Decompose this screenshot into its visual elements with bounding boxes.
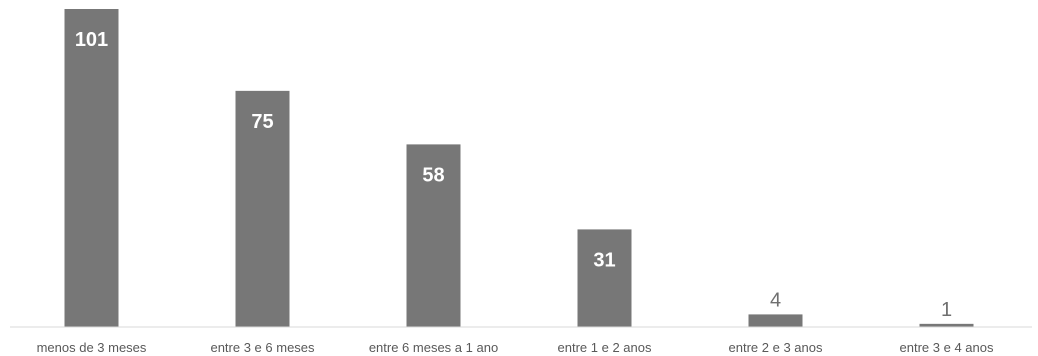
x-tick-labels-layer: menos de 3 meses entre 3 e 6 meses entre 6… (37, 340, 994, 355)
bar-1 (64, 9, 119, 327)
bar-5 (748, 314, 803, 327)
x-tick-label-6: entre 3 e 4 anos (900, 340, 994, 355)
bar-4 (577, 229, 632, 327)
x-tick-label-5: entre 2 e 3 anos (729, 340, 823, 355)
bar-2 (235, 90, 290, 327)
data-labels-layer: 101 75 58 31 4 1 (75, 29, 952, 321)
x-tick-label-4: entre 1 e 2 anos (558, 340, 652, 355)
x-tick-label-3: entre 6 meses a 1 ano (369, 340, 498, 355)
bar-6 (919, 323, 974, 327)
data-label-6: 1 (941, 299, 952, 321)
x-tick-label-1: menos de 3 meses (37, 340, 147, 355)
data-label-2: 75 (251, 111, 273, 133)
data-label-1: 101 (75, 29, 108, 51)
bars-layer (64, 9, 974, 327)
x-tick-label-2: entre 3 e 6 meses (210, 340, 315, 355)
bar-3 (406, 144, 461, 327)
data-label-4: 31 (593, 249, 615, 271)
data-label-3: 58 (422, 164, 444, 186)
data-label-5: 4 (770, 289, 781, 311)
